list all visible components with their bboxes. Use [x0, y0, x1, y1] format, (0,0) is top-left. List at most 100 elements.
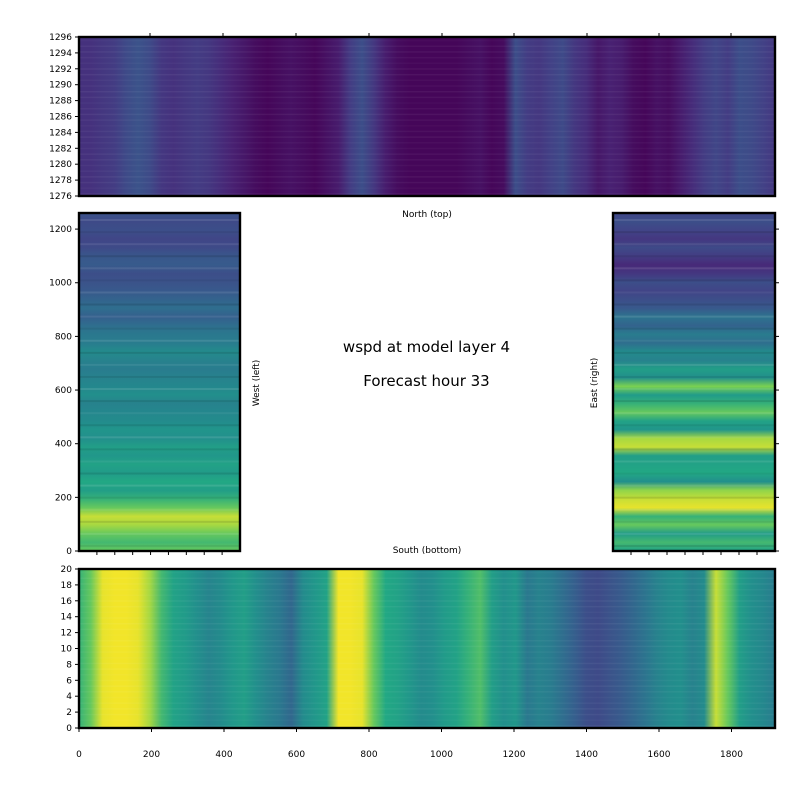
y-tick-label: 1288 [49, 97, 72, 107]
y-tick-label: 14 [61, 613, 73, 623]
x-tick-label: 1200 [503, 750, 526, 760]
figure-title: wspd at model layer 4 [342, 338, 511, 356]
north-panel-label: North (top) [402, 210, 452, 220]
texture-streak [613, 472, 775, 475]
texture-streak [613, 279, 775, 282]
texture-streak [613, 351, 775, 354]
texture-streak [79, 595, 775, 597]
texture-streak [79, 231, 240, 234]
north-panel [75, 33, 777, 198]
texture-streak [79, 159, 775, 161]
y-tick-label: 0 [66, 547, 72, 557]
texture-streak [79, 40, 775, 42]
texture-streak [79, 165, 775, 167]
texture-streak [613, 267, 775, 270]
y-tick-label: 20 [61, 565, 73, 575]
x-tick-label: 1600 [648, 750, 671, 760]
texture-streak [79, 448, 240, 451]
texture-streak [79, 85, 775, 87]
texture-streak [79, 375, 240, 378]
texture-streak [613, 243, 775, 246]
texture-streak [79, 279, 240, 282]
west-panel [75, 211, 242, 555]
texture-streak [613, 412, 775, 415]
y-tick-label: 200 [55, 493, 72, 503]
texture-streak [79, 80, 775, 82]
texture-streak [79, 622, 775, 625]
texture-streak [79, 532, 240, 535]
texture-streak [79, 424, 240, 427]
texture-streak [613, 231, 775, 234]
texture-streak [79, 668, 775, 670]
texture-streak [79, 153, 775, 155]
y-tick-label: 12 [61, 629, 72, 639]
y-tick-label: 1290 [49, 81, 72, 91]
texture-streak [79, 702, 775, 704]
texture-streak [79, 102, 775, 104]
texture-streak [79, 697, 775, 699]
west-heatmap-field [79, 213, 240, 551]
texture-streak [79, 193, 775, 195]
y-tick-label: 6 [66, 676, 72, 686]
texture-streak [79, 662, 775, 665]
texture-streak [79, 119, 775, 121]
texture-streak [613, 448, 775, 451]
texture-streak [79, 572, 775, 574]
y-tick-label: 10 [61, 645, 73, 655]
x-tick-label: 200 [143, 750, 160, 760]
texture-streak [613, 460, 775, 463]
texture-streak [79, 113, 775, 116]
texture-streak [613, 520, 775, 523]
texture-streak [79, 612, 775, 614]
texture-streak [79, 713, 775, 716]
y-tick-label: 1280 [49, 160, 72, 170]
y-tick-label: 1292 [49, 65, 72, 75]
y-tick-label: 4 [66, 692, 72, 702]
texture-streak [613, 315, 775, 318]
texture-streak [79, 605, 775, 608]
texture-streak [79, 645, 775, 648]
texture-streak [79, 351, 240, 354]
texture-streak [79, 219, 240, 222]
texture-streak [79, 170, 775, 172]
texture-streak [613, 508, 775, 511]
texture-streak [79, 51, 775, 53]
texture-streak [79, 68, 775, 70]
texture-streak [79, 73, 775, 76]
y-tick-label: 1200 [49, 225, 72, 235]
texture-streak [79, 315, 240, 318]
texture-streak [79, 412, 240, 415]
y-tick-label: 1284 [49, 128, 72, 138]
texture-streak [79, 96, 775, 99]
texture-streak [613, 400, 775, 403]
texture-streak [79, 291, 240, 294]
texture-streak [79, 589, 775, 591]
texture-streak [79, 327, 240, 330]
north-heatmap-field [79, 37, 775, 196]
texture-streak [79, 181, 775, 184]
texture-streak [79, 680, 775, 682]
texture-streak [79, 363, 240, 366]
texture-streak [613, 219, 775, 222]
texture-streak [613, 327, 775, 330]
south-heatmap-field [79, 569, 775, 728]
texture-streak [79, 339, 240, 342]
texture-streak [79, 148, 775, 150]
south-panel [75, 567, 777, 732]
east-panel-label: East (right) [590, 358, 600, 408]
texture-streak [79, 243, 240, 246]
texture-streak [79, 255, 240, 258]
y-tick-label: 1000 [49, 279, 72, 289]
texture-streak [79, 708, 775, 710]
texture-streak [79, 472, 240, 475]
texture-streak [79, 719, 775, 721]
y-tick-label: 1286 [49, 113, 72, 123]
y-tick-label: 600 [55, 386, 72, 396]
texture-streak [613, 484, 775, 487]
texture-streak [79, 130, 775, 133]
texture-streak [613, 303, 775, 306]
south-panel-label: South (bottom) [393, 546, 462, 556]
texture-streak [613, 375, 775, 378]
texture-streak [79, 267, 240, 270]
texture-streak [79, 436, 240, 439]
